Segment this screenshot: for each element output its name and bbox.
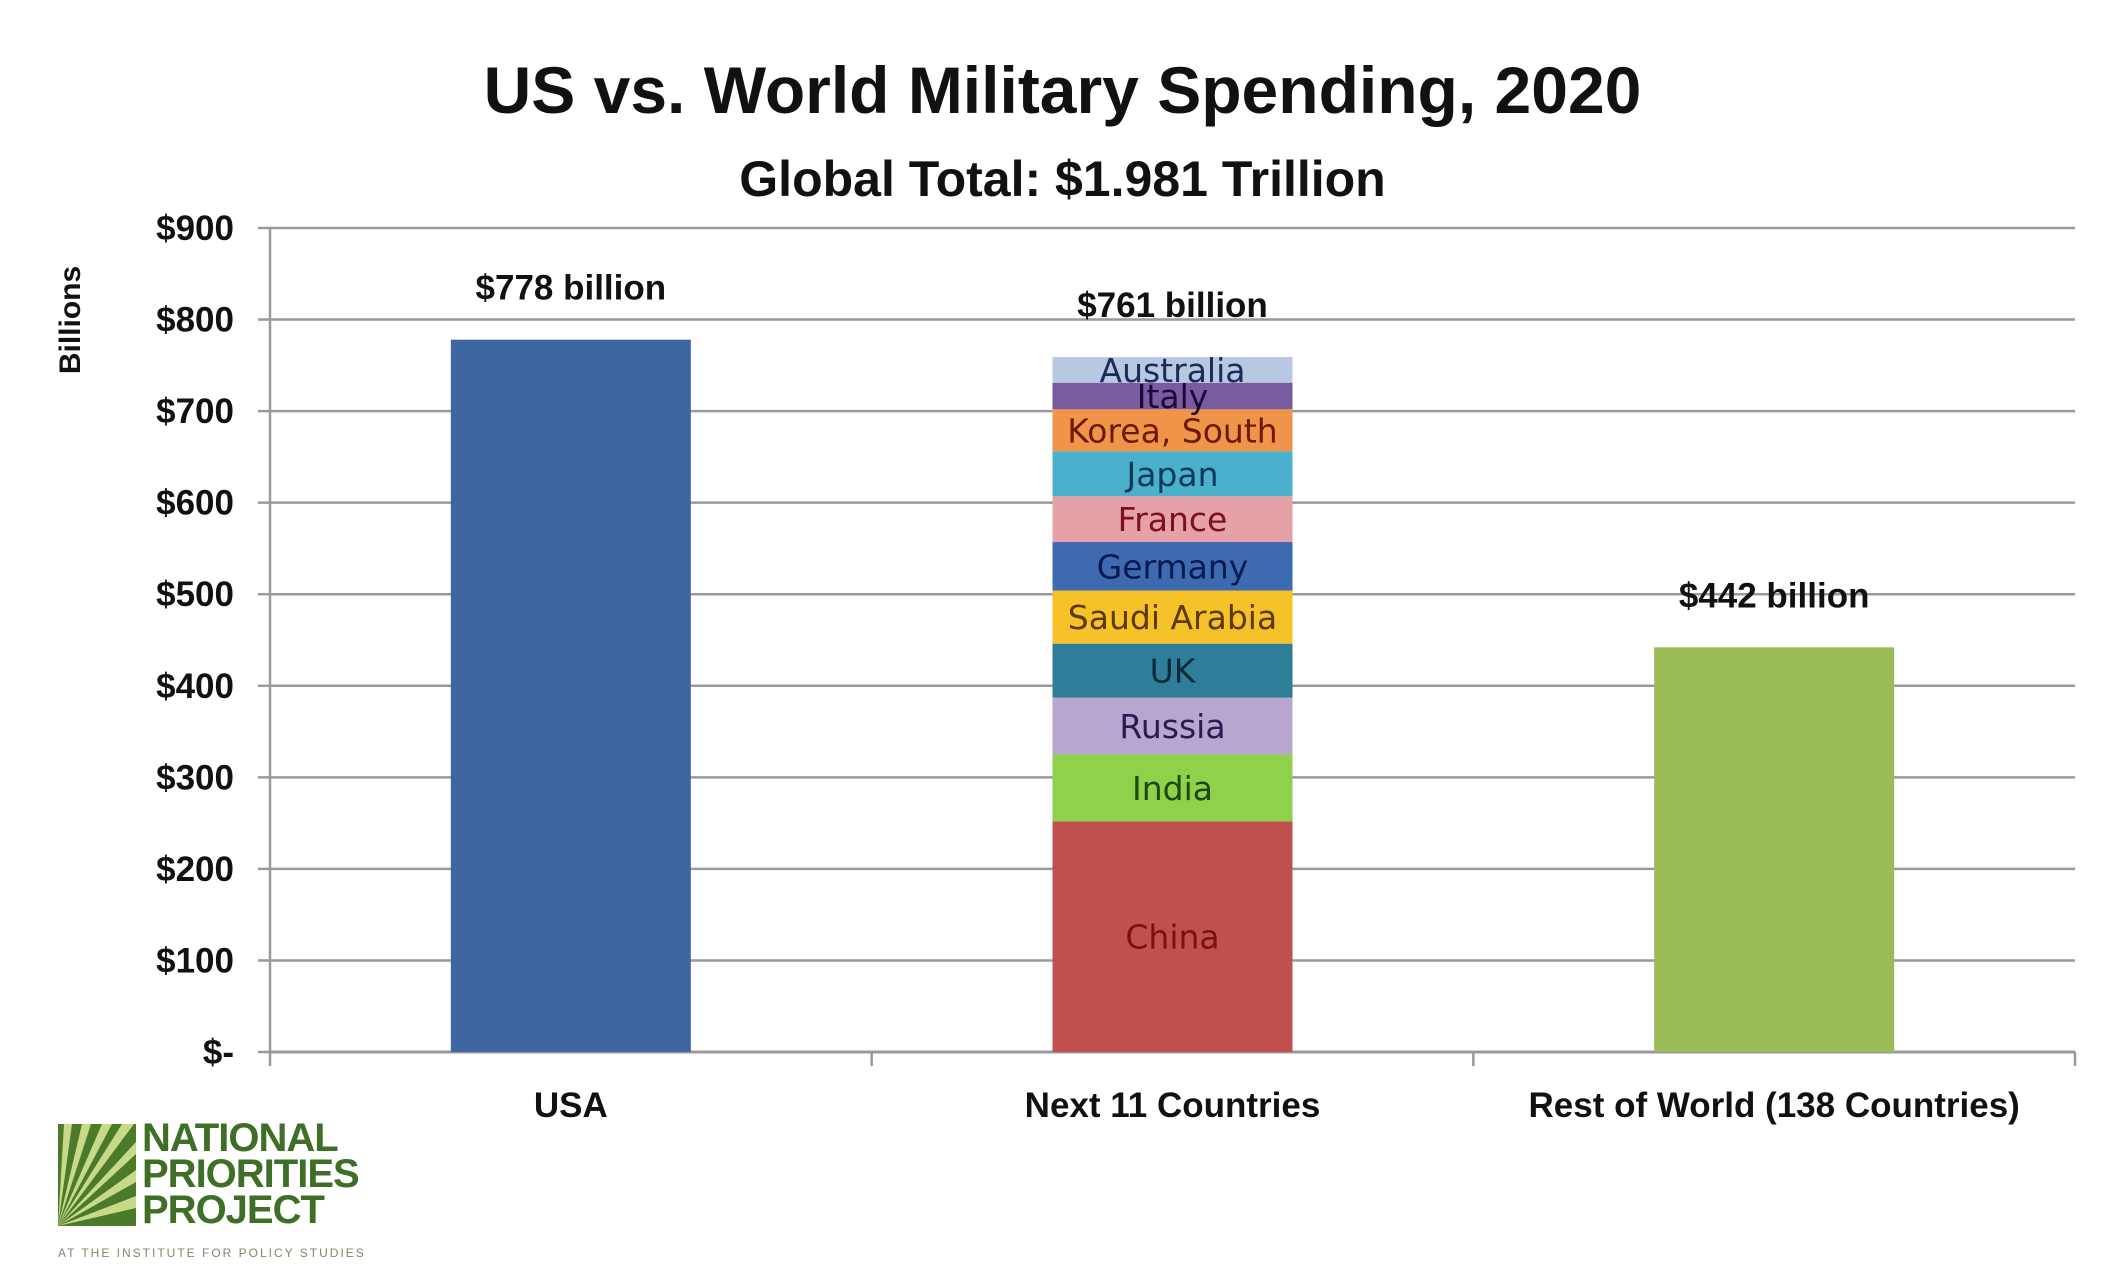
bar-segment-china [1052, 821, 1293, 1052]
bar-segment-germany [1052, 542, 1293, 591]
bar-usa: $778 billion [450, 269, 691, 1053]
bar-segment-uk [1052, 643, 1293, 698]
y-tick-label-800: $800 [156, 301, 234, 340]
logo-wordmark: NATIONAL PRIORITIES PROJECT [142, 1116, 542, 1232]
x-axis: USA Next 11 Countries Rest of World (138 C… [268, 1052, 2077, 1125]
logo-line-3: PROJECT [142, 1188, 325, 1232]
segment-label-italy: Italy [1137, 377, 1209, 416]
y-tick-label-900: $900 [156, 209, 234, 248]
y-tick-label-600: $600 [156, 484, 234, 523]
logo-tagline: AT THE INSTITUTE FOR POLICY STUDIES [58, 1246, 366, 1260]
y-axis-ticks: $- $100 $200 $300 $400 $500 $600 $700 $800 $900 [156, 209, 272, 1072]
segment-label-france: France [1118, 500, 1228, 539]
segment-label-india: India [1132, 769, 1213, 808]
x-tick-label-0: USA [534, 1086, 608, 1125]
bar-segment-india [1052, 754, 1293, 822]
logo-line-2: PRIORITIES [142, 1152, 360, 1196]
segment-label-australia: Australia [1100, 351, 1246, 390]
data-label-2: $442 billion [1679, 576, 1870, 615]
y-tick-label-100: $100 [156, 941, 234, 980]
bar-rest-of-world-138-countries-: $442 billion [1654, 576, 1895, 1052]
segment-label-china: China [1125, 918, 1219, 957]
segment-label-korea-south: Korea, South [1067, 411, 1277, 450]
x-tick-label-2: Rest of World (138 Countries) [1528, 1086, 2019, 1125]
data-label-1: $761 billion [1077, 286, 1268, 325]
y-tick-label-300: $300 [156, 758, 234, 797]
bar-segment-russia [1052, 697, 1293, 755]
bar-segment-saudi-arabia [1052, 590, 1293, 644]
logo-line-1: NATIONAL [142, 1116, 339, 1160]
segment-label-russia: Russia [1119, 707, 1225, 746]
segment-label-japan: Japan [1124, 455, 1218, 494]
bars: $778 billion China India Russia UK Saudi Arab… [450, 269, 1895, 1053]
bar-segment-australia [1052, 357, 1293, 383]
segment-label-germany: Germany [1097, 547, 1249, 586]
bar-segment-japan [1052, 451, 1293, 497]
sunburst-logo-icon [58, 1124, 136, 1226]
y-tick-label-200: $200 [156, 850, 234, 889]
segment-label-saudi-arabia: Saudi Arabia [1068, 598, 1277, 637]
bar-next-11-countries: China India Russia UK Saudi Arabia Germany Fra… [1052, 286, 1293, 1052]
data-label-0: $778 billion [476, 269, 667, 308]
bar-segment-rest-of-world [1654, 647, 1895, 1052]
bar-segment-france [1052, 496, 1293, 543]
y-tick-label-500: $500 [156, 575, 234, 614]
y-tick-label-700: $700 [156, 392, 234, 431]
x-tick-label-1: Next 11 Countries [1025, 1086, 1321, 1125]
y-tick-label-400: $400 [156, 667, 234, 706]
y-tick-label-0: $- [203, 1033, 234, 1072]
national-priorities-project-logo: NATIONAL PRIORITIES PROJECT AT THE INSTI… [58, 1118, 498, 1270]
chart-subtitle: Global Total: $1.981 Trillion [739, 151, 1386, 207]
segment-label-uk: UK [1150, 652, 1197, 691]
bar-segment-usa [450, 339, 691, 1053]
bar-segment-korea-south [1052, 409, 1293, 452]
bar-segment-italy [1052, 382, 1293, 410]
chart-title: US vs. World Military Spending, 2020 [483, 53, 1642, 127]
